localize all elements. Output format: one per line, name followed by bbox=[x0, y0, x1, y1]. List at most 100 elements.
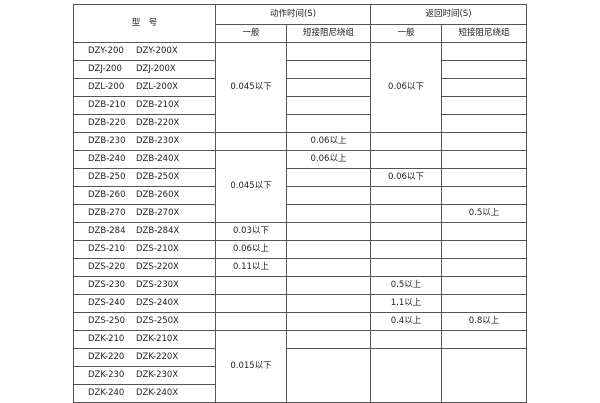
cell-return-short-winding bbox=[441, 60, 527, 79]
model-cell: DZJ-200 DZJ-200X bbox=[73, 60, 216, 79]
cell-return-general bbox=[370, 132, 442, 151]
table-row: DZB-230 DZB-230X 0.06以上 bbox=[73, 132, 527, 151]
cell-return-short-winding bbox=[441, 132, 527, 151]
model-name-x: DZB-230X bbox=[136, 136, 180, 146]
cell-action-short-winding bbox=[286, 294, 371, 313]
cell-return-general: 0.06以下 bbox=[370, 168, 442, 187]
model-name-x: DZY-200X bbox=[136, 46, 178, 56]
cell-return-short-winding bbox=[441, 258, 527, 277]
table-row: DZB-240 DZB-240X 0.045以下 0.06以上 bbox=[73, 150, 527, 223]
header-return-time: 返回时间(S) bbox=[370, 4, 527, 25]
model-cell: DZB-210 DZB-210X bbox=[73, 96, 216, 115]
model-name-x: DZB-284X bbox=[136, 226, 180, 236]
table-row: DZB-284 DZB-284X 0.03以下 bbox=[73, 222, 527, 241]
cell-return-general bbox=[370, 186, 442, 205]
header-action-short-winding: 短接阻尼绕组 bbox=[286, 24, 371, 43]
cell-action-general: 0.015以下 bbox=[215, 330, 287, 403]
header-action-time: 动作时间(S) bbox=[215, 4, 371, 25]
cell-action-short-winding bbox=[286, 168, 371, 187]
model-name-x: DZB-240X bbox=[136, 154, 180, 164]
cell-return-general: 0.5以上 bbox=[370, 276, 442, 295]
model-name-x: DZB-250X bbox=[136, 172, 180, 182]
model-cell: DZB-240 DZB-240X bbox=[73, 150, 216, 169]
header-return-general: 一般 bbox=[370, 24, 442, 43]
cell-action-short-winding bbox=[286, 240, 371, 259]
model-name: DZK-210 bbox=[88, 334, 125, 344]
cell-return-general: 1.1以上 bbox=[370, 294, 442, 313]
cell-return-short-winding bbox=[441, 186, 527, 205]
cell-action-general: 0.045以下 bbox=[215, 150, 287, 223]
model-cell: DZB-270 DZB-270X bbox=[73, 204, 216, 223]
model-name-x: DZK-230X bbox=[136, 370, 179, 380]
model-name: DZK-220 bbox=[88, 352, 125, 362]
model-name: DZB-230 bbox=[88, 136, 126, 146]
cell-return-short-winding bbox=[441, 96, 527, 115]
table-row: DZS-230 DZS-230X 0.5以上 bbox=[73, 276, 527, 295]
cell-action-short-winding bbox=[286, 60, 371, 79]
model-name-x: DZS-240X bbox=[136, 298, 179, 308]
cell-return-short-winding bbox=[441, 330, 527, 349]
cell-action-short-winding bbox=[286, 114, 371, 133]
table-row: DZB-270 DZB-270X 0.5以上 bbox=[73, 204, 527, 223]
cell-return-short-winding: 0.8以上 bbox=[441, 312, 527, 331]
cell-action-short-winding: 0.06以上 bbox=[286, 150, 371, 169]
table-row: DZK-220 DZK-220X bbox=[73, 348, 527, 403]
cell-return-general bbox=[370, 204, 442, 223]
model-cell: DZB-260 DZB-260X bbox=[73, 186, 216, 205]
model-name: DZK-240 bbox=[88, 388, 125, 398]
model-name: DZB-220 bbox=[88, 118, 126, 128]
model-cell: DZY-200 DZY-200X bbox=[73, 42, 216, 61]
model-cell: DZS-240 DZS-240X bbox=[73, 294, 216, 313]
model-name: DZS-250 bbox=[88, 316, 126, 326]
cell-return-general bbox=[370, 222, 442, 241]
cell-return-general bbox=[370, 150, 442, 169]
model-name-x: DZB-220X bbox=[136, 118, 180, 128]
table-row: DZS-220 DZS-220X 0.11以上 bbox=[73, 258, 527, 277]
cell-action-general: 0.03以下 bbox=[215, 222, 287, 241]
cell-return-short-winding bbox=[441, 78, 527, 97]
model-cell: DZS-210 DZS-210X bbox=[73, 240, 216, 259]
table-row: DZJ-200 DZJ-200X bbox=[73, 60, 527, 79]
cell-action-general bbox=[215, 276, 287, 295]
cell-return-short-winding bbox=[441, 222, 527, 241]
cell-return-general bbox=[370, 348, 442, 403]
cell-action-general: 0.06以上 bbox=[215, 240, 287, 259]
cell-return-short-winding bbox=[441, 42, 527, 61]
cell-action-general: 0.045以下 bbox=[215, 42, 287, 133]
model-cell: DZS-250 DZS-250X bbox=[73, 312, 216, 331]
table-row: DZB-260 DZB-260X bbox=[73, 186, 527, 205]
model-cell: DZB-284 DZB-284X bbox=[73, 222, 216, 241]
table-row: DZL-200 DZL-200X bbox=[73, 78, 527, 97]
model-name-x: DZS-230X bbox=[136, 280, 179, 290]
model-name: DZB-260 bbox=[88, 190, 126, 200]
relay-timing-table: 型 号 动作时间(S) 返回时间(S) 一般 短接阻尼绕组 一般 短接阻尼绕组 … bbox=[73, 4, 527, 403]
cell-action-short-winding bbox=[286, 276, 371, 295]
model-name: DZJ-200 bbox=[88, 64, 122, 74]
model-name-x: DZK-220X bbox=[136, 352, 179, 362]
model-name-x: DZB-210X bbox=[136, 100, 180, 110]
header-return-short-winding: 短接阻尼绕组 bbox=[441, 24, 527, 43]
model-name-x: DZB-270X bbox=[136, 208, 180, 218]
model-name: DZB-270 bbox=[88, 208, 126, 218]
cell-action-short-winding bbox=[286, 42, 371, 61]
model-cell: DZK-210 DZK-210X bbox=[73, 330, 216, 349]
model-cell: DZS-230 DZS-230X bbox=[73, 276, 216, 295]
model-name: DZB-210 bbox=[88, 100, 126, 110]
table-row: DZB-250 DZB-250X 0.06以下 bbox=[73, 168, 527, 187]
cell-action-short-winding bbox=[286, 96, 371, 115]
cell-action-short-winding bbox=[286, 330, 371, 349]
cell-action-short-winding bbox=[286, 312, 371, 331]
cell-action-general bbox=[215, 294, 287, 313]
model-name-x: DZS-220X bbox=[136, 262, 179, 272]
model-name-x: DZJ-200X bbox=[136, 64, 176, 74]
model-name: DZS-230 bbox=[88, 280, 126, 290]
cell-return-short-winding bbox=[441, 348, 527, 403]
model-name: DZS-240 bbox=[88, 298, 126, 308]
model-name: DZY-200 bbox=[88, 46, 124, 56]
cell-action-short-winding bbox=[286, 258, 371, 277]
cell-return-general: 0.4以上 bbox=[370, 312, 442, 331]
model-name: DZB-250 bbox=[88, 172, 126, 182]
cell-action-general: 0.11以上 bbox=[215, 258, 287, 277]
cell-return-general bbox=[370, 330, 442, 349]
cell-return-short-winding bbox=[441, 240, 527, 259]
